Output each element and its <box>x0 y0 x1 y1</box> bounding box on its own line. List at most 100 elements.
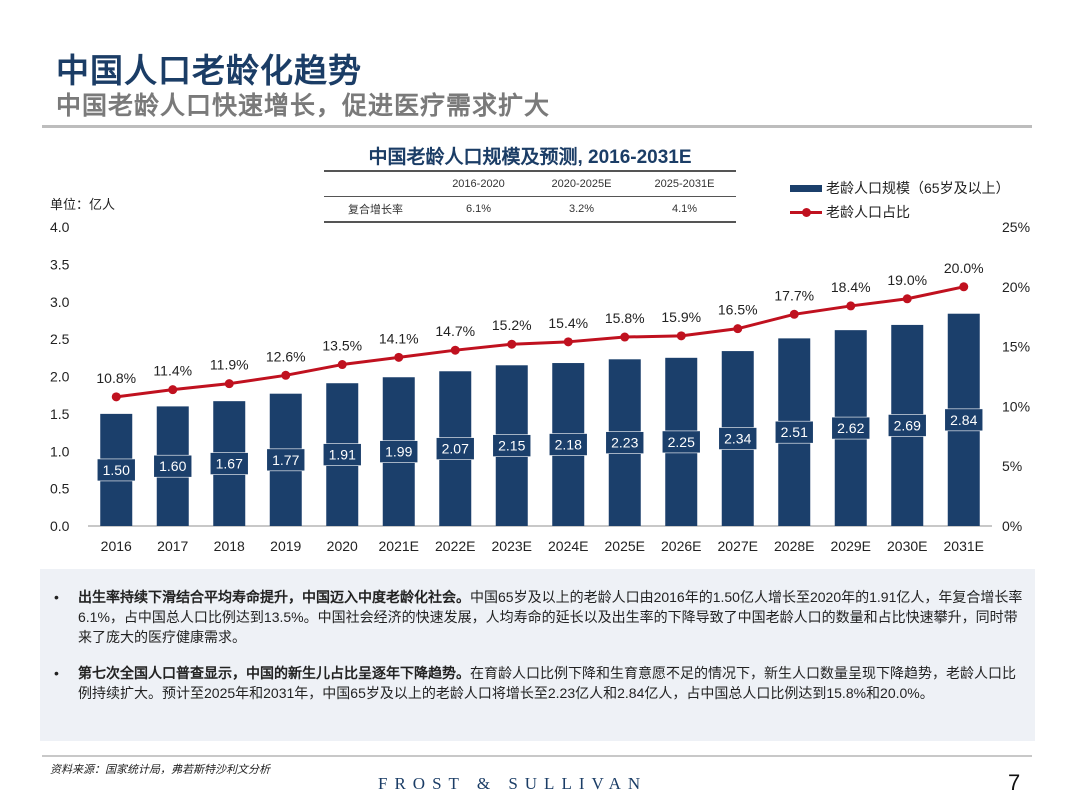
share-point <box>168 385 178 395</box>
bar-value-label-box <box>605 431 645 454</box>
share-point <box>789 309 799 319</box>
x-tick-label: 2029E <box>831 538 871 554</box>
chart-canvas: 0.0 0.5 1.0 1.5 2.0 2.5 3.0 3.5 4.0 0% 5% 10% 15% 20%… <box>50 219 1030 554</box>
cagr-value: 3.2% <box>530 196 633 223</box>
cagr-table: 2016-2020 2020-2025E 2025-2031E 复合增长率 6.… <box>324 170 736 223</box>
y-left-tick-label: 0.0 <box>50 518 70 534</box>
share-point <box>507 339 517 349</box>
bullet-body: 在育龄人口比例下降和生育意愿不足的情况下，新生人口数量呈现下降趋势，老龄人口比例… <box>78 665 1016 701</box>
share-value-label: 14.1% <box>379 330 419 346</box>
share-value-label: 17.7% <box>774 287 814 303</box>
bar-value-label-box <box>379 440 419 463</box>
page-subtitle: 中国老龄人口快速增长，促进医疗需求扩大 <box>56 92 551 120</box>
share-value-label: 16.5% <box>718 302 758 318</box>
y-left-tick-label: 0.5 <box>50 481 70 497</box>
x-tick-label: 2016 <box>101 538 132 554</box>
share-value-label: 14.7% <box>435 323 475 339</box>
bar-value-label-box <box>492 434 532 457</box>
bar-value-label: 1.91 <box>329 447 356 463</box>
bar-value-label-box <box>96 458 136 482</box>
share-line <box>116 285 965 399</box>
y-right-tick-label: 25% <box>1002 219 1030 235</box>
cagr-table-row: 复合增长率 6.1% 3.2% 4.1% <box>324 196 736 223</box>
legend-item-bar: 老龄人口规模（65岁及以上） <box>790 176 1010 200</box>
bar-value-label: 2.84 <box>950 412 977 428</box>
share-value-label: 19.0% <box>887 272 927 288</box>
cagr-header-period: 2020-2025E <box>530 170 633 197</box>
x-tick-label: 2017 <box>157 538 188 554</box>
cagr-header-period: 2016-2020 <box>427 170 530 197</box>
bar-value-label-box <box>944 408 984 432</box>
share-value-label: 13.5% <box>322 338 362 354</box>
y-left-tick-label: 3.5 <box>50 256 70 272</box>
cagr-value: 6.1% <box>427 196 530 223</box>
bullet-headline: 第七次全国人口普查显示，中国的新生儿占比呈逐年下降趋势。 <box>78 665 470 681</box>
y-left-tick-label: 3.0 <box>50 294 70 310</box>
bar-value-label: 2.07 <box>442 441 469 457</box>
bullet-dot: • <box>54 665 59 681</box>
bar-value-label: 1.77 <box>272 452 299 468</box>
bar-value-label-box <box>548 433 588 456</box>
bar-value-label-box <box>153 454 193 478</box>
y-right-tick-label: 15% <box>1002 339 1030 355</box>
source-note: 资料来源：国家统计局，弗若斯特沙利文分析 <box>50 764 270 776</box>
bar-value-label-box <box>322 443 362 466</box>
cagr-table-header: 2016-2020 2020-2025E 2025-2031E <box>324 170 736 197</box>
bar-value-label: 2.23 <box>611 435 638 451</box>
x-tick-label: 2023E <box>492 538 532 554</box>
header-divider <box>42 125 1032 128</box>
chart-legend: 老龄人口规模（65岁及以上） 老龄人口占比 <box>790 176 1010 224</box>
bar-value-label: 2.69 <box>894 417 921 433</box>
x-tick-label: 2030E <box>887 538 927 554</box>
bullet-body: 中国65岁及以上的老龄人口由2016年的1.50亿人增长至2020年的1.91亿… <box>78 589 1023 645</box>
x-tick-label: 2020 <box>327 538 358 554</box>
bar-value-label: 1.99 <box>385 444 412 460</box>
cagr-value: 4.1% <box>633 196 736 223</box>
share-point <box>902 294 912 304</box>
brand-logo: FROST & SULLIVAN <box>378 774 648 793</box>
y-left-tick-label: 4.0 <box>50 219 70 235</box>
x-tick-label: 2022E <box>435 538 475 554</box>
bullet-dot: • <box>54 589 59 605</box>
y-axis-unit-label: 单位：亿人 <box>50 197 116 212</box>
bullet-headline: 出生率持续下滑结合平均寿命提升，中国迈入中度老龄化社会。 <box>78 589 470 605</box>
bar-value-label: 2.62 <box>837 420 864 436</box>
bar-value-label-box <box>887 414 927 437</box>
bullet-text: 出生率持续下滑结合平均寿命提升，中国迈入中度老龄化社会。中国65岁及以上的老龄人… <box>78 587 1024 647</box>
share-value-label: 11.9% <box>210 357 249 373</box>
x-tick-label: 2019 <box>270 538 301 554</box>
page-number: 7 <box>1008 770 1021 795</box>
share-point <box>676 331 686 341</box>
bar-value-label: 1.60 <box>159 458 186 474</box>
bar-value-label-box <box>831 416 871 440</box>
share-point <box>846 301 856 311</box>
share-value-label: 11.4% <box>153 363 192 379</box>
legend-bar-swatch <box>790 184 822 192</box>
bar-value-label-box <box>435 437 475 460</box>
cagr-header-blank <box>324 170 427 197</box>
share-value-label: 15.8% <box>605 310 645 326</box>
share-point <box>733 324 743 334</box>
bar-value-label-box <box>266 448 306 472</box>
share-value-label: 15.9% <box>661 309 701 325</box>
bar-value-label: 2.18 <box>555 437 582 453</box>
share-point <box>563 337 573 347</box>
x-tick-label: 2031E <box>944 538 984 554</box>
bullet-text: 第七次全国人口普查显示，中国的新生儿占比呈逐年下降趋势。在育龄人口比例下降和生育… <box>78 663 1024 703</box>
bar-value-label-box <box>661 430 701 454</box>
bar-value-label: 1.67 <box>216 456 243 472</box>
share-value-label: 12.6% <box>266 348 306 364</box>
bar-value-label: 2.34 <box>724 431 751 447</box>
share-point <box>450 345 460 355</box>
legend-label: 老龄人口规模（65岁及以上） <box>826 180 1010 196</box>
share-point <box>620 332 630 342</box>
x-tick-label: 2027E <box>718 538 758 554</box>
bar-value-label-box <box>774 420 814 444</box>
legend-label: 老龄人口占比 <box>826 204 910 220</box>
x-tick-label: 2028E <box>774 538 814 554</box>
share-value-label: 15.2% <box>492 317 532 333</box>
share-point <box>281 370 291 380</box>
bar-value-label: 2.15 <box>498 438 525 454</box>
y-left-tick-label: 1.0 <box>50 443 70 459</box>
share-point <box>111 392 121 402</box>
